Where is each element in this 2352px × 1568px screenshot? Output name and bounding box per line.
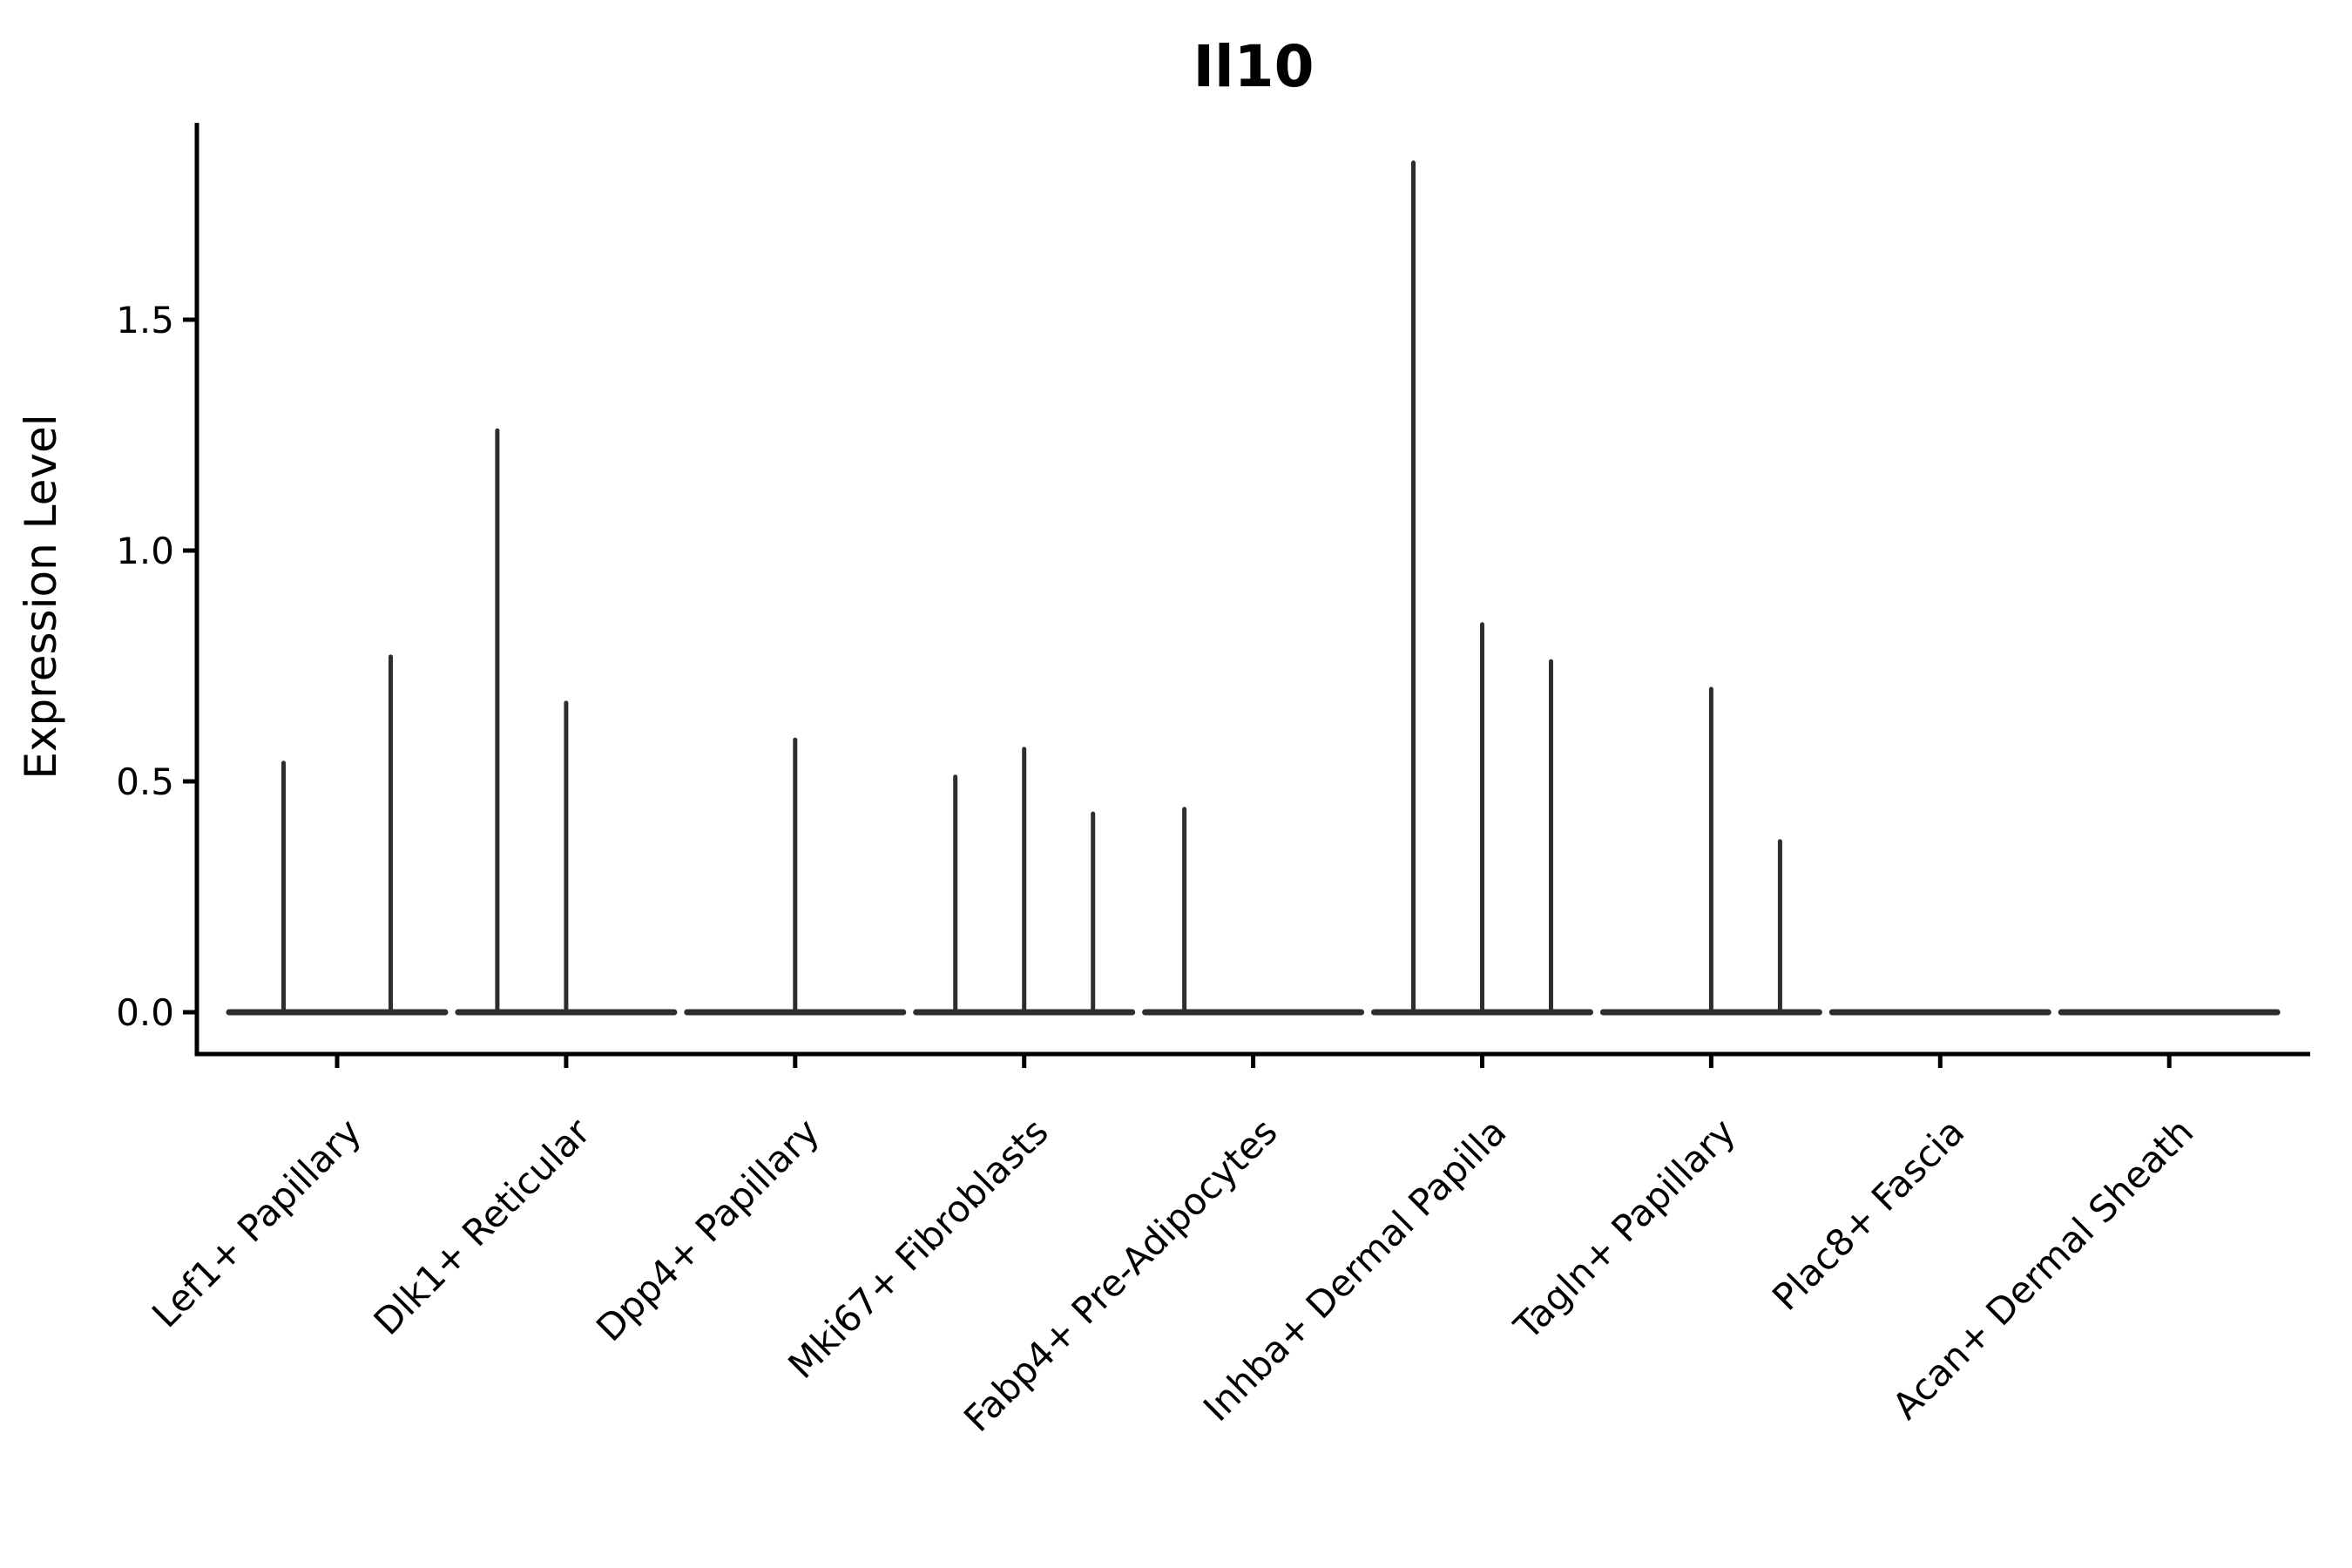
x-tick-label: Dpp4+ Papillary [588, 1110, 828, 1349]
x-tick-label: Tagln+ Papillary [1505, 1110, 1743, 1348]
violins-layer [226, 160, 2281, 1016]
x-tick-label: Dlk1+ Reticular [365, 1110, 598, 1343]
x-tick-label: Plac8+ Fascia [1764, 1110, 1972, 1318]
y-tick-label: 1.0 [116, 530, 174, 572]
y-tick-label: 0.5 [116, 760, 174, 803]
y-axis-label: Expression Level [16, 414, 66, 779]
y-tick-label: 1.5 [116, 299, 174, 341]
y-tick-label: 0.0 [116, 991, 174, 1034]
x-tick-label: Mki67+ Fibroblasts [780, 1110, 1056, 1386]
chart-title: Il10 [1193, 33, 1314, 100]
x-tick-label: Lef1+ Papillary [144, 1110, 369, 1335]
